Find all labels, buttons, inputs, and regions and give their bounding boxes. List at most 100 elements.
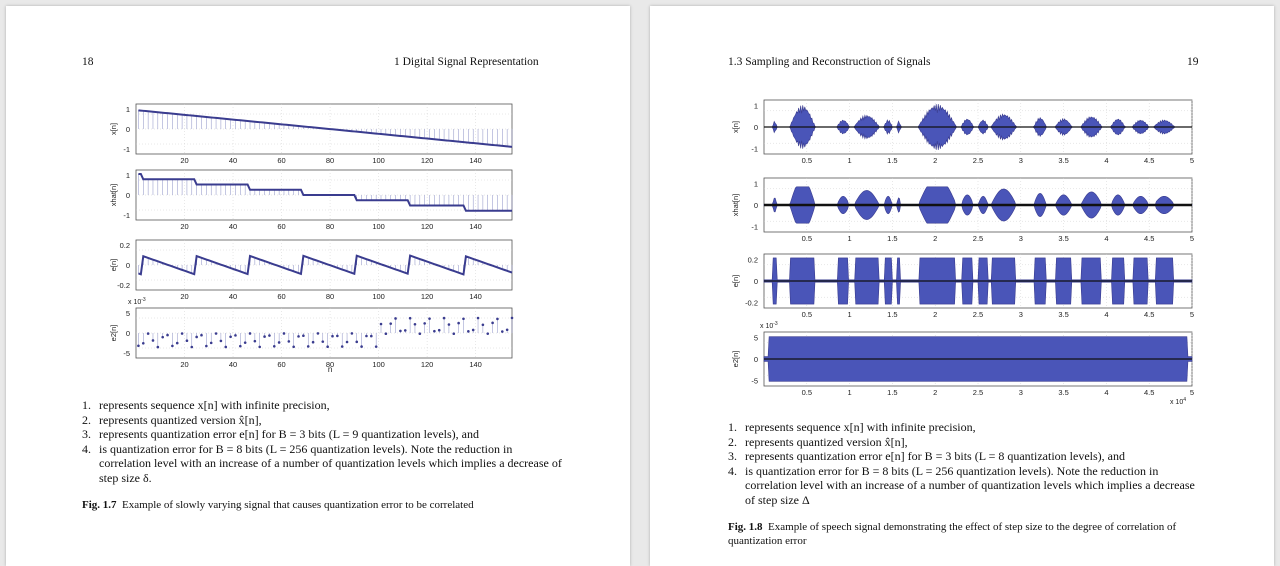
x-tick-label: 1.5 — [887, 310, 897, 319]
sample-point — [277, 341, 281, 344]
y-tick-label: 0 — [126, 261, 130, 270]
sample-point — [214, 332, 218, 335]
x-tick-label: 140 — [469, 156, 482, 165]
x-tick-label: 80 — [326, 156, 334, 165]
x-tick-label: 20 — [180, 360, 188, 369]
plot-panel: 50-5e2[n]0.5 1 1.5 2 2.5 3 3.5 4 4.5 5x 10-3 — [731, 321, 1194, 397]
page-number: 19 — [1187, 56, 1199, 68]
y-multiplier-exponent: -3 — [141, 297, 146, 303]
x-tick-label: 1 — [848, 388, 852, 397]
x-tick-label: 4 — [1104, 310, 1108, 319]
x-tick-label: 3 — [1019, 234, 1023, 243]
sample-point — [447, 323, 451, 326]
x-tick-label: 3.5 — [1058, 234, 1068, 243]
sample-point — [239, 344, 242, 348]
sample-point — [268, 334, 271, 337]
sample-point — [311, 340, 315, 344]
x-tick-label: 80 — [326, 222, 334, 231]
sample-point — [253, 339, 257, 343]
right-page: 1.3 Sampling and Reconstruction of Signa… — [650, 6, 1274, 566]
x-tick-label: 120 — [421, 360, 434, 369]
x-tick-label: 4.5 — [1144, 234, 1154, 243]
x-tick-label: 60 — [277, 222, 285, 231]
sample-point — [229, 335, 232, 339]
sample-point — [379, 322, 383, 326]
y-tick-label: -1 — [123, 211, 130, 220]
y-tick-label: -0.2 — [745, 299, 758, 308]
x-axis-label: n — [328, 365, 332, 374]
x-tick-label: 3 — [1019, 388, 1023, 397]
sample-point — [389, 322, 393, 325]
y-tick-label: 0 — [126, 125, 130, 134]
figure-svg: 1 0 -1 x[n] 20 40 60 80 100 120 140 1 0 -1 xhat[n] 20 40… — [109, 103, 514, 374]
plot-panel: 1 0 -1 x[n] 0.5 1 1.5 2 2.5 3 3.5 4 4.5 5 — [731, 99, 1194, 165]
sample-point — [243, 341, 247, 344]
y-tick-label: -1 — [751, 145, 758, 154]
x-tick-label: 120 — [421, 292, 434, 301]
sample-point — [471, 328, 475, 332]
sample-point — [200, 333, 203, 337]
x-tick-label: 2.5 — [973, 234, 983, 243]
sample-point — [345, 340, 349, 344]
sample-point — [399, 329, 402, 333]
x-tick-label: 100 — [372, 360, 385, 369]
sample-point — [156, 345, 160, 349]
y-multiplier: x 10-3 — [760, 321, 778, 330]
x-tick-label: 4 — [1104, 156, 1108, 165]
x-tick-label: 4.5 — [1144, 310, 1154, 319]
sample-point — [306, 345, 310, 348]
sample-point — [224, 345, 228, 349]
signal-line — [138, 109, 513, 148]
y-tick-label: 0.2 — [120, 241, 130, 250]
figure-caption: Fig. 1.7 Example of slowly varying signa… — [82, 499, 474, 511]
x-tick-label: 1 — [848, 156, 852, 165]
x-tick-label: 100 — [372, 156, 385, 165]
y-tick-label: 1 — [126, 171, 130, 180]
x-tick-label: 3.5 — [1058, 388, 1068, 397]
x-tick-label: 5 — [1190, 156, 1194, 165]
y-tick-label: 1 — [754, 101, 758, 110]
x-tick-label: 40 — [229, 360, 237, 369]
y-tick-label: 0.2 — [748, 255, 758, 264]
sample-point — [166, 333, 169, 337]
x-tick-label: 20 — [180, 156, 188, 165]
x-tick-label: 4 — [1104, 234, 1108, 243]
sample-point — [137, 344, 140, 348]
y-axis-label: xhat[n] — [109, 184, 118, 207]
left-page: 18 1 Digital Signal Representation 1 0 -1 x… — [6, 6, 630, 566]
sample-point — [374, 345, 378, 348]
list-item: 4. is quantization error for B = 8 bits (… — [728, 463, 1195, 507]
plot-frame — [135, 239, 513, 291]
sample-point — [175, 341, 179, 345]
y-axis-label: e[n] — [731, 275, 740, 288]
x-multiplier-exponent: 4 — [1183, 397, 1186, 403]
x-tick-label: 1 — [848, 234, 852, 243]
y-tick-label: -1 — [751, 223, 758, 232]
x-tick-label: 2 — [933, 234, 937, 243]
x-tick-label: 20 — [180, 292, 188, 301]
sample-point — [433, 329, 436, 333]
running-head: 1.3 Sampling and Reconstruction of Signa… — [728, 56, 931, 68]
x-tick-label: 20 — [180, 222, 188, 231]
sample-point — [476, 316, 480, 320]
x-tick-label: 120 — [421, 156, 434, 165]
y-axis-label: xhat[n] — [731, 194, 740, 217]
sample-point — [418, 332, 422, 336]
sample-point — [209, 341, 213, 345]
sample-point — [321, 340, 325, 343]
sample-point — [287, 340, 291, 343]
sample-point — [151, 339, 155, 342]
y-multiplier: x 10-3 — [128, 297, 146, 306]
sample-point — [248, 332, 252, 335]
x-tick-label: 0.5 — [802, 234, 812, 243]
list-item: 2. represents quantized version x̂[n], — [82, 412, 262, 427]
x-tick-label: 4.5 — [1144, 388, 1154, 397]
x-tick-label: 2 — [933, 156, 937, 165]
y-tick-label: 0 — [754, 355, 758, 364]
list-item: 4. is quantization error for B = 8 bits (… — [82, 441, 562, 485]
sample-point — [282, 332, 286, 335]
x-tick-label: 2.5 — [973, 388, 983, 397]
sample-point — [360, 345, 363, 348]
sample-point — [258, 345, 262, 349]
x-tick-label: 140 — [469, 292, 482, 301]
